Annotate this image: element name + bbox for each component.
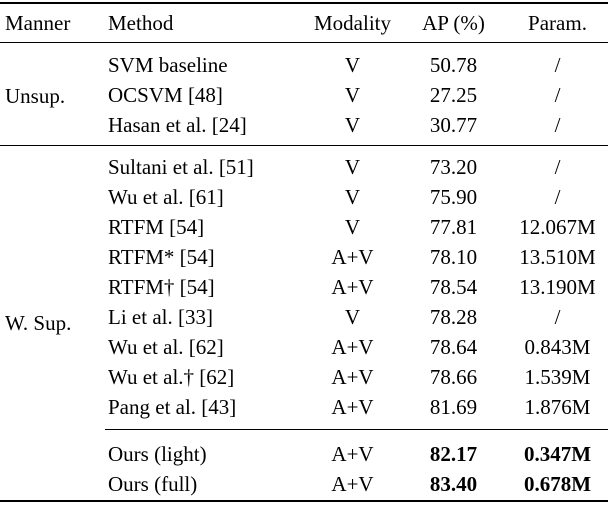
method-cell: RTFM† [54]	[108, 274, 215, 299]
weakly-supervised-group: Sultani et al. [51] V 73.20 / Wu et al. …	[0, 146, 608, 429]
method-cell: Ours (full)	[108, 471, 198, 496]
param-cell: 0.843M	[524, 334, 591, 359]
ap-cell: 50.78	[429, 52, 478, 77]
table-row: Ours (light) A+V 82.17 0.347M	[0, 439, 608, 469]
ours-group: Ours (light) A+V 82.17 0.347M Ours (full…	[0, 430, 608, 500]
manner-label-unsupervised: Unsup.	[5, 83, 66, 108]
column-header-ap: AP (%)	[422, 10, 485, 35]
param-cell: /	[554, 154, 561, 179]
ap-cell: 81.69	[429, 394, 478, 419]
method-cell: Li et al. [33]	[108, 304, 213, 329]
column-header-param: Param.	[528, 10, 587, 35]
ap-cell: 78.64	[429, 334, 478, 359]
ap-cell: 77.81	[429, 214, 478, 239]
table-row: Wu et al.† [62] A+V 78.66 1.539M	[0, 362, 608, 392]
modality-cell: V	[344, 304, 361, 329]
table-row: Sultani et al. [51] V 73.20 /	[0, 152, 608, 182]
table-row: Pang et al. [43] A+V 81.69 1.876M	[0, 392, 608, 422]
modality-cell: A+V	[331, 471, 374, 496]
group-divider-rule	[0, 145, 608, 146]
ap-cell: 78.28	[429, 304, 478, 329]
top-rule	[0, 2, 608, 4]
ap-cell: 75.90	[429, 184, 478, 209]
param-cell: /	[554, 184, 561, 209]
table-row: RTFM [54] V 77.81 12.067M	[0, 212, 608, 242]
table-row: Wu et al. [61] V 75.90 /	[0, 182, 608, 212]
ap-cell: 78.10	[429, 244, 478, 269]
table-row: Wu et al. [62] A+V 78.64 0.843M	[0, 332, 608, 362]
header-rule	[0, 42, 608, 43]
modality-cell: V	[344, 112, 361, 137]
ap-cell: 30.77	[429, 112, 478, 137]
param-cell: 13.190M	[519, 274, 596, 299]
modality-cell: V	[344, 184, 361, 209]
modality-cell: V	[344, 154, 361, 179]
table-row: RTFM* [54] A+V 78.10 13.510M	[0, 242, 608, 272]
column-header-method: Method	[108, 10, 174, 35]
method-cell: Wu et al.† [62]	[108, 364, 235, 389]
table-row: Li et al. [33] V 78.28 /	[0, 302, 608, 332]
param-cell: /	[554, 82, 561, 107]
ap-cell: 78.66	[429, 364, 478, 389]
modality-cell: V	[344, 82, 361, 107]
manner-label-weakly-supervised: W. Sup.	[5, 310, 72, 335]
method-cell: Hasan et al. [24]	[108, 112, 247, 137]
param-cell: /	[554, 112, 561, 137]
table-row: Ours (full) A+V 83.40 0.678M	[0, 469, 608, 499]
method-cell: OCSVM [48]	[108, 82, 223, 107]
method-cell: SVM baseline	[108, 52, 228, 77]
unsupervised-group: SVM baseline V 50.78 / OCSVM [48] V 27.2…	[0, 43, 608, 145]
method-cell: RTFM [54]	[108, 214, 205, 239]
modality-cell: A+V	[331, 244, 374, 269]
ap-cell: 83.40	[429, 471, 478, 496]
param-cell: 12.067M	[519, 214, 596, 239]
ap-cell: 82.17	[429, 441, 478, 466]
param-cell: 1.539M	[524, 364, 591, 389]
table-row: Hasan et al. [24] V 30.77 /	[0, 110, 608, 140]
table-row: RTFM† [54] A+V 78.54 13.190M	[0, 272, 608, 302]
method-cell: Wu et al. [62]	[108, 334, 224, 359]
param-cell: 0.347M	[523, 441, 592, 466]
modality-cell: A+V	[331, 274, 374, 299]
method-cell: Pang et al. [43]	[108, 394, 237, 419]
param-cell: 0.678M	[523, 471, 592, 496]
modality-cell: A+V	[331, 394, 374, 419]
bottom-rule	[0, 500, 608, 502]
method-cell: Wu et al. [61]	[108, 184, 224, 209]
table-row: SVM baseline V 50.78 /	[0, 50, 608, 80]
table-row: OCSVM [48] V 27.25 /	[0, 80, 608, 110]
param-cell: /	[554, 304, 561, 329]
param-cell: 1.876M	[524, 394, 591, 419]
column-header-manner: Manner	[5, 10, 71, 35]
param-cell: 13.510M	[519, 244, 596, 269]
method-cell: RTFM* [54]	[108, 244, 215, 269]
ap-cell: 78.54	[429, 274, 478, 299]
modality-cell: A+V	[331, 441, 374, 466]
modality-cell: A+V	[331, 334, 374, 359]
param-cell: /	[554, 52, 561, 77]
ap-cell: 73.20	[429, 154, 478, 179]
method-cell: Ours (light)	[108, 441, 207, 466]
column-header-modality: Modality	[314, 10, 391, 35]
table-header-row: Manner Method Modality AP (%) Param.	[0, 4, 608, 42]
ap-cell: 27.25	[429, 82, 478, 107]
modality-cell: V	[344, 214, 361, 239]
modality-cell: V	[344, 52, 361, 77]
method-cell: Sultani et al. [51]	[108, 154, 254, 179]
ours-divider-rule	[105, 429, 608, 430]
modality-cell: A+V	[331, 364, 374, 389]
